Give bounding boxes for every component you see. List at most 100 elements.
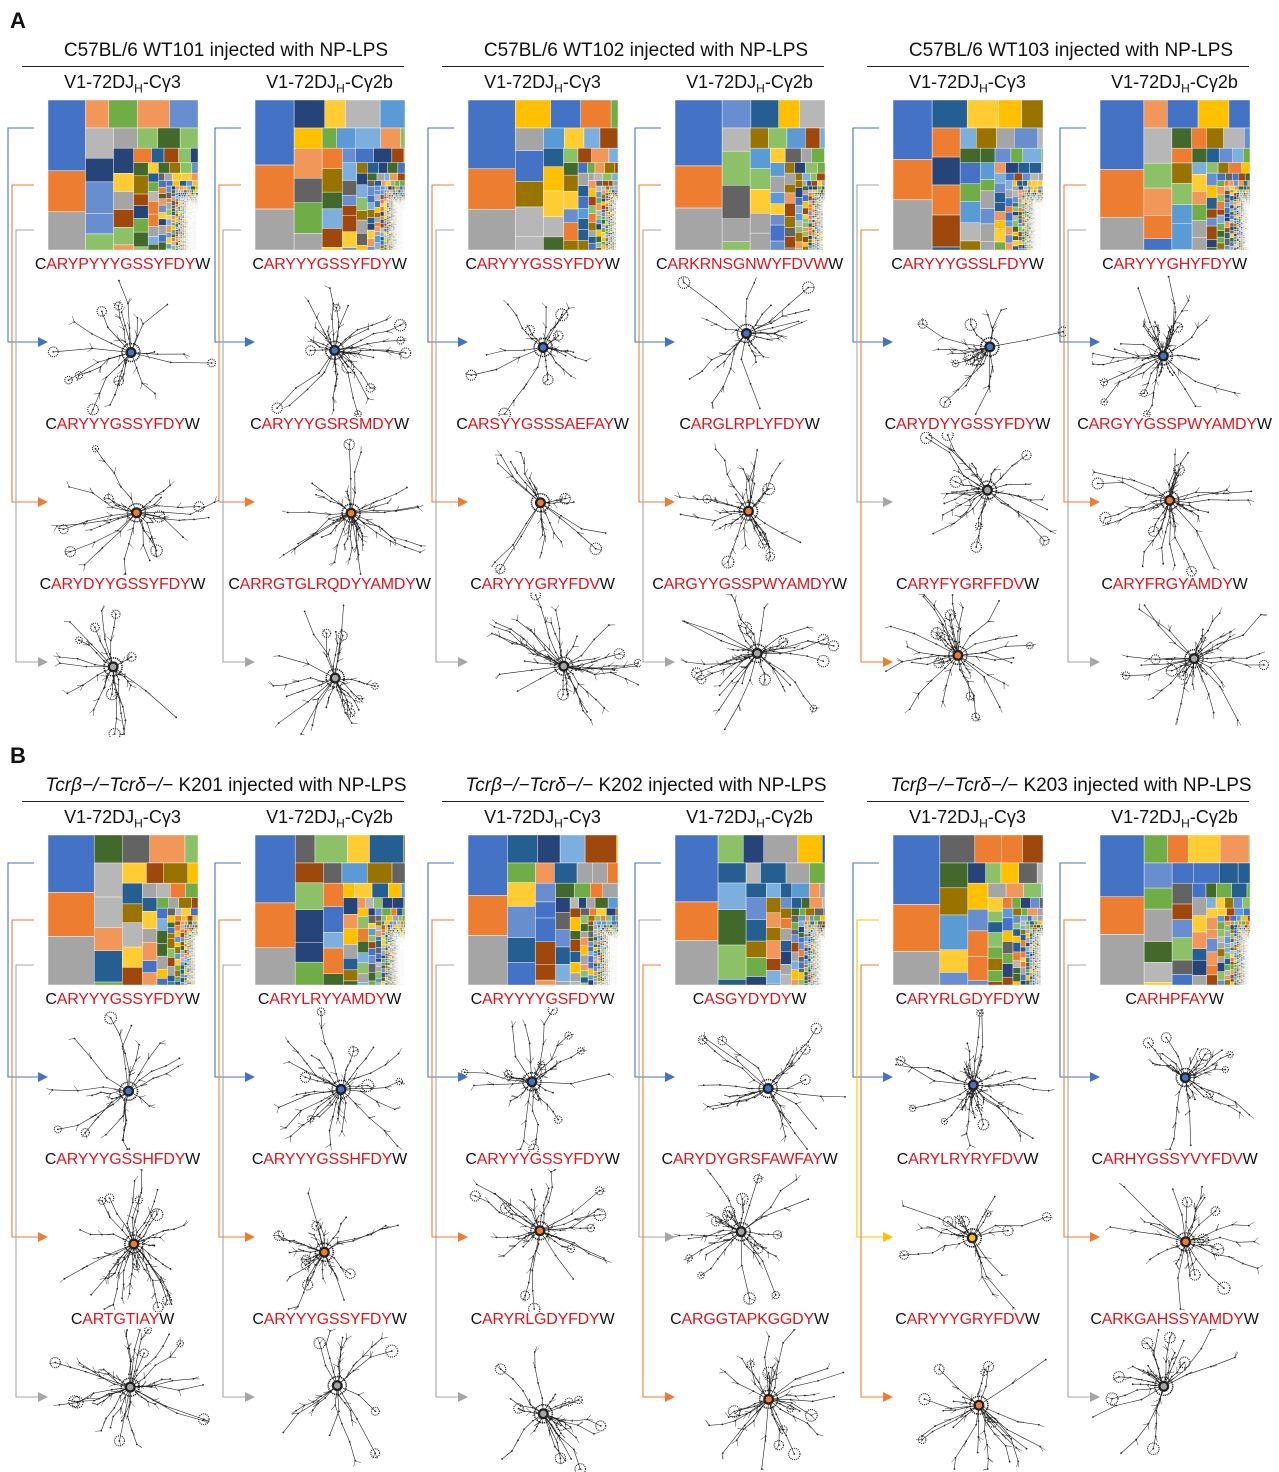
clone-treemap — [1100, 835, 1250, 985]
cdr3-anchor-w: W — [190, 576, 205, 593]
cdr3-core: ARYYYGSSLFDY — [903, 256, 1029, 273]
lineage-tree — [1090, 1327, 1273, 1472]
lineage-tree — [245, 1327, 428, 1472]
cdr3-anchor-c: C — [1090, 1311, 1101, 1328]
cdr3-anchor-c: C — [252, 256, 263, 273]
cdr3-anchor-w: W — [600, 991, 615, 1008]
cdr3-core: ARYYYGHYFDY — [1114, 256, 1232, 273]
group-title-strain: C57BL/6 — [64, 40, 138, 61]
group-title-strain: Tcrβ−/−Tcrδ−/− — [465, 775, 593, 796]
cdr3-anchor-w: W — [828, 256, 843, 273]
lineage-root-node — [1166, 497, 1173, 504]
cdr3-anchor-c: C — [471, 1311, 482, 1328]
cdr3-anchor-w: W — [386, 991, 401, 1008]
cdr3-anchor-w: W — [600, 1311, 615, 1328]
clone-treemap — [48, 835, 198, 985]
cdr3-core: ARYYYGSSYFDY — [57, 991, 185, 1008]
clone-treemap — [255, 835, 405, 985]
cdr3-core: ARYYYGRYFDV — [907, 1311, 1025, 1328]
lineage-root-node — [975, 1402, 982, 1409]
clone-treemap — [893, 835, 1043, 985]
cdr3-anchor-w: W — [392, 1311, 407, 1328]
lineage-tree — [458, 432, 641, 577]
cdr3-anchor-w: W — [185, 416, 200, 433]
cdr3-anchor-w: W — [185, 991, 200, 1008]
cdr3-anchor-c: C — [471, 991, 482, 1008]
lineage-tree — [1090, 592, 1273, 737]
cdr3-anchor-c: C — [656, 256, 667, 273]
cdr3-anchor-c: C — [45, 416, 56, 433]
group-title-sample: K201 injected with NP-LPS — [178, 775, 406, 796]
group-title-underline — [22, 801, 404, 802]
clone-treemap — [255, 100, 405, 250]
cdr3-core: ARYYYGSSYFDY — [57, 416, 185, 433]
lineage-root-node — [127, 349, 134, 356]
lineage-root-node — [969, 1234, 976, 1241]
cdr3-core: ARYFYGRFFDV — [907, 576, 1024, 593]
cdr3-anchor-w: W — [159, 1311, 174, 1328]
lineage-tree — [245, 432, 428, 577]
lineage-root-node — [110, 663, 117, 670]
cdr3-anchor-c: C — [670, 1311, 681, 1328]
cdr3-anchor-c: C — [652, 576, 663, 593]
column-heading: V1-72DJH-Cγ3 — [20, 807, 225, 831]
clone-treemap — [675, 835, 825, 985]
cdr3-anchor-w: W — [600, 576, 615, 593]
lineage-tree — [245, 272, 428, 417]
cdr3-anchor-c: C — [896, 991, 907, 1008]
cdr3-core: ARYPYYYGSSYFDY — [46, 256, 195, 273]
lineage-root-node — [321, 1249, 328, 1256]
lineage-tree — [665, 1327, 848, 1472]
lineage-tree — [883, 1007, 1066, 1152]
clone-treemap — [468, 835, 618, 985]
cdr3-core: ARHPFAY — [1137, 991, 1209, 1008]
lineage-tree — [1090, 272, 1273, 417]
cdr3-anchor-c: C — [465, 256, 476, 273]
column-heading: V1-72DJH-Cγ2b — [1072, 807, 1277, 831]
group-title: Tcrβ−/−Tcrδ−/− K201 injected with NP-LPS — [20, 775, 432, 797]
cdr3-anchor-w: W — [1243, 1151, 1258, 1168]
cdr3-anchor-w: W — [1257, 416, 1272, 433]
cdr3-anchor-c: C — [40, 576, 51, 593]
group-title-underline — [867, 66, 1249, 67]
lineage-root-node — [348, 510, 355, 517]
group-title-underline — [22, 66, 404, 67]
cdr3-anchor-w: W — [1232, 256, 1247, 273]
lineage-root-node — [1191, 655, 1198, 662]
cdr3-core: ARGGTAPKGGDY — [682, 1311, 814, 1328]
lineage-root-node — [1160, 1383, 1167, 1390]
lineage-root-node — [954, 652, 961, 659]
group-title-sample: K203 injected with NP-LPS — [1023, 775, 1251, 796]
column-heading: V1-72DJH-Cγ2b — [227, 807, 432, 831]
lineage-tree — [883, 432, 1066, 577]
cdr3-anchor-c: C — [897, 1151, 908, 1168]
lineage-tree — [38, 272, 221, 417]
column-heading: V1-72DJH-Cγ3 — [20, 72, 225, 96]
cdr3-anchor-w: W — [605, 1151, 620, 1168]
cdr3-anchor-w: W — [614, 416, 629, 433]
group-title-strain: Tcrβ−/−Tcrδ−/− — [45, 775, 173, 796]
cdr3-anchor-c: C — [465, 1151, 476, 1168]
cdr3-anchor-w: W — [1025, 1311, 1040, 1328]
lineage-tree — [38, 1327, 221, 1472]
cdr3-anchor-w: W — [605, 256, 620, 273]
cdr3-anchor-w: W — [805, 416, 820, 433]
cdr3-anchor-w: W — [394, 416, 409, 433]
cdr3-anchor-c: C — [456, 416, 467, 433]
lineage-tree — [883, 592, 1066, 737]
cdr3-anchor-w: W — [1233, 576, 1248, 593]
cdr3-anchor-c: C — [35, 256, 46, 273]
cdr3-anchor-c: C — [1102, 256, 1113, 273]
lineage-root-node — [127, 1384, 134, 1391]
cdr3-core: ARKGAHSSYAMDY — [1102, 1311, 1244, 1328]
cdr3-anchor-w: W — [1025, 991, 1040, 1008]
clone-treemap — [893, 100, 1043, 250]
panel-letter-b: B — [10, 743, 26, 769]
cdr3-anchor-w: W — [1035, 416, 1050, 433]
cdr3-core: ARYLRYYAMDY — [269, 991, 386, 1008]
column-heading: V1-72DJH-Cγ3 — [440, 72, 645, 96]
lineage-root-node — [1160, 352, 1167, 359]
group-title-underline — [442, 801, 824, 802]
cdr3-anchor-w: W — [1029, 256, 1044, 273]
group-title-underline — [442, 66, 824, 67]
